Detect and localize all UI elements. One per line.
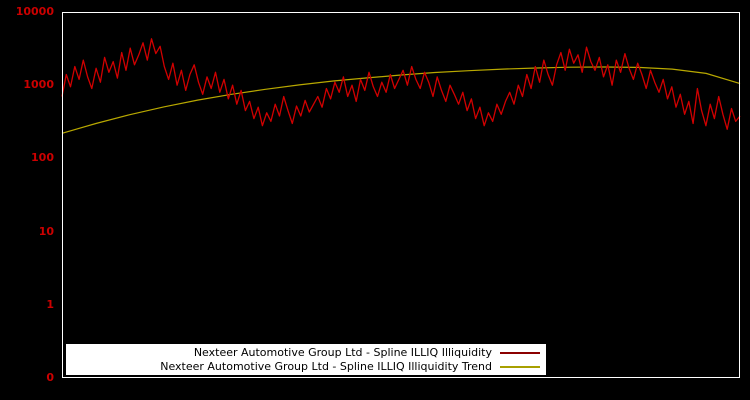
plot-border: [62, 12, 740, 378]
y-axis-tick-label: 10: [38, 224, 54, 238]
y-axis-tick-label: 0: [46, 371, 54, 384]
legend-label: Nexteer Automotive Group Ltd - Spline IL…: [160, 360, 492, 373]
legend-label: Nexteer Automotive Group Ltd - Spline IL…: [193, 346, 492, 359]
legend-swatch: [500, 365, 540, 368]
y-axis-tick-label: 1000: [23, 78, 54, 92]
y-axis: 10000 1000 100 10 1 0: [0, 0, 56, 400]
legend: Nexteer Automotive Group Ltd - Spline IL…: [66, 344, 546, 375]
legend-item: Nexteer Automotive Group Ltd - Spline IL…: [72, 360, 540, 373]
legend-swatch: [500, 351, 540, 354]
y-axis-tick-label: 10000: [15, 5, 54, 18]
y-axis-tick-label: 1: [46, 297, 54, 311]
y-axis-tick-label: 100: [31, 151, 54, 165]
illiquidity-line: [61, 38, 741, 130]
legend-item: Nexteer Automotive Group Ltd - Spline IL…: [72, 346, 540, 359]
